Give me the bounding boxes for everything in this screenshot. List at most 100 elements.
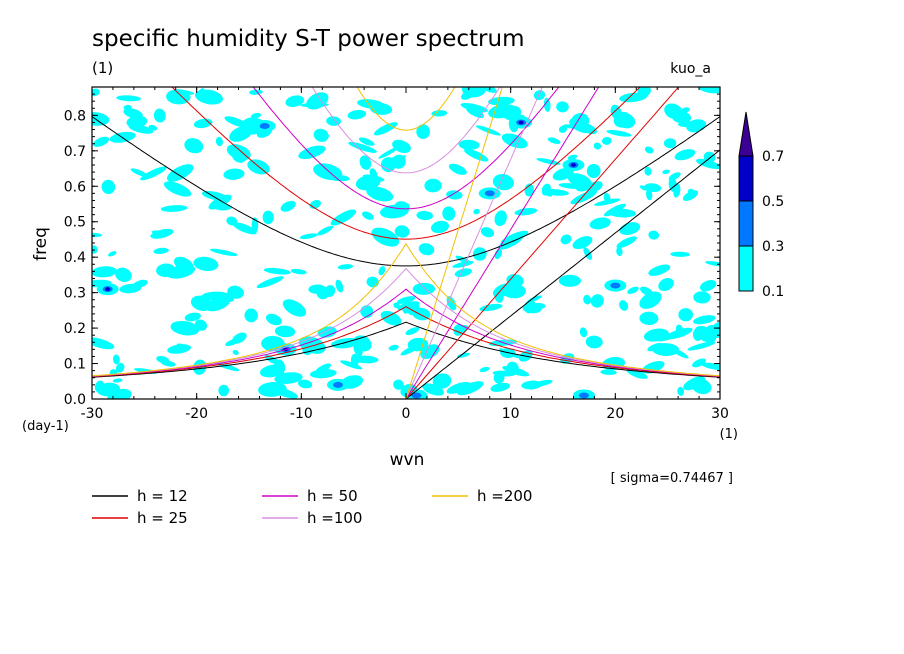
colorbar-segment (738, 155, 754, 202)
contour-blob (544, 191, 552, 197)
contour-blob (705, 261, 720, 267)
contour-blob (92, 88, 100, 97)
contour-blob (194, 319, 208, 331)
sigma-note: [ sigma=0.74467 ] (611, 471, 733, 486)
contour-blob (698, 87, 720, 94)
contour-blob (353, 341, 363, 357)
contour-blob (160, 205, 188, 212)
contour-blob (461, 87, 481, 98)
contour-blob (590, 294, 604, 308)
colorbar-level-label: 0.1 (762, 284, 784, 300)
y-tick-label: 0.0 (64, 392, 86, 408)
x-tick-label: -10 (290, 406, 313, 422)
colorbar-level-label: 0.7 (762, 149, 784, 165)
contour-blob (501, 133, 528, 149)
dispersion-curve (405, 87, 600, 399)
contour-blob (456, 352, 471, 358)
y-tick-label: 0.2 (64, 321, 86, 337)
contour-blob (101, 179, 116, 194)
dispersion-curve (405, 87, 543, 399)
contour-blob (446, 296, 457, 311)
contour-blob (522, 304, 542, 314)
contour-blob (680, 107, 690, 114)
contour-blob (153, 108, 166, 123)
contour-blob (494, 248, 503, 260)
contour-level-0.3 (610, 282, 621, 289)
contour-blob (673, 183, 681, 198)
dispersion-curve (92, 116, 720, 267)
y-tick-label: 0.8 (64, 108, 86, 124)
contour-blob (314, 363, 331, 375)
x-tick-label: -20 (185, 406, 208, 422)
contour-blob (558, 125, 568, 133)
contour-blob (392, 139, 411, 154)
contour-blob (116, 95, 141, 102)
contour-blob (290, 268, 307, 275)
contour-blob (639, 185, 648, 191)
dispersion-curve (405, 87, 503, 399)
contour-level-0.3 (578, 392, 589, 399)
colorbar: 0.1 0.3 0.5 0.7 (738, 111, 784, 300)
contour-blob (285, 95, 305, 108)
contour-blob (232, 150, 247, 163)
dataset-label: kuo_a (670, 61, 711, 77)
contour-blob (227, 285, 244, 299)
contour-blob (619, 300, 629, 311)
colorbar-level-label: 0.5 (762, 194, 784, 210)
contour-blob (193, 256, 219, 272)
contour-blob (693, 291, 711, 304)
dispersion-curves (92, 87, 720, 399)
contour-blob (692, 358, 706, 368)
dispersion-curve (171, 87, 641, 240)
contour-blob (479, 366, 490, 373)
y-tick-label: 0.1 (64, 357, 86, 373)
contour-blob (132, 279, 148, 288)
axis-ticks: -30 -20 -10 0 10 20 30 0.0 0.1 0.2 0.3 0.4 0.5 0.6 0.7… (64, 87, 729, 422)
contour-blob (687, 188, 694, 195)
contour-blob (416, 210, 433, 221)
contour-blob (151, 230, 172, 236)
contour-blob (558, 274, 581, 287)
contour-blob (506, 361, 519, 373)
contour-blob (194, 89, 224, 105)
contour-blob (250, 112, 262, 119)
x-axis-unit: (1) (720, 427, 738, 442)
contour-blob (460, 102, 489, 113)
contour-blob (317, 225, 334, 236)
contour-blob (603, 203, 626, 217)
contour-blob (448, 163, 467, 175)
contour-blob (668, 172, 681, 181)
contour-blob (627, 286, 639, 295)
x-tick-label: 20 (606, 406, 624, 422)
contour-blob (533, 90, 546, 101)
contour-blob (280, 200, 296, 212)
contour-blob (593, 142, 602, 150)
dispersion-curve (92, 321, 720, 378)
contour-blob (166, 264, 196, 279)
contour-field (92, 87, 720, 399)
contour-blob (393, 302, 400, 309)
contour-blob (244, 308, 258, 323)
x-tick-label: -30 (81, 406, 104, 422)
contour-blob (639, 311, 659, 326)
contour-blob (215, 136, 223, 147)
colorbar-segment (738, 200, 754, 247)
contour-blob (664, 103, 683, 120)
x-tick-label: 30 (711, 406, 729, 422)
legend-label: h = 25 (137, 509, 188, 527)
contour-blob (639, 291, 662, 309)
contour-blob (500, 230, 529, 245)
contour-blob (693, 315, 716, 325)
contour-blob (388, 344, 399, 351)
contour-blob (594, 198, 621, 206)
contour-level-0.3 (332, 381, 343, 388)
contour-blob (112, 354, 120, 365)
contour-blob (424, 178, 442, 193)
contour-blob (214, 204, 232, 211)
contour-blob (324, 285, 336, 297)
contour-blob (678, 121, 698, 128)
dispersion-curve (405, 149, 720, 399)
legend-label: h =200 (477, 487, 532, 505)
contour-blob (184, 138, 204, 154)
contour-level-0.5 (518, 120, 524, 125)
